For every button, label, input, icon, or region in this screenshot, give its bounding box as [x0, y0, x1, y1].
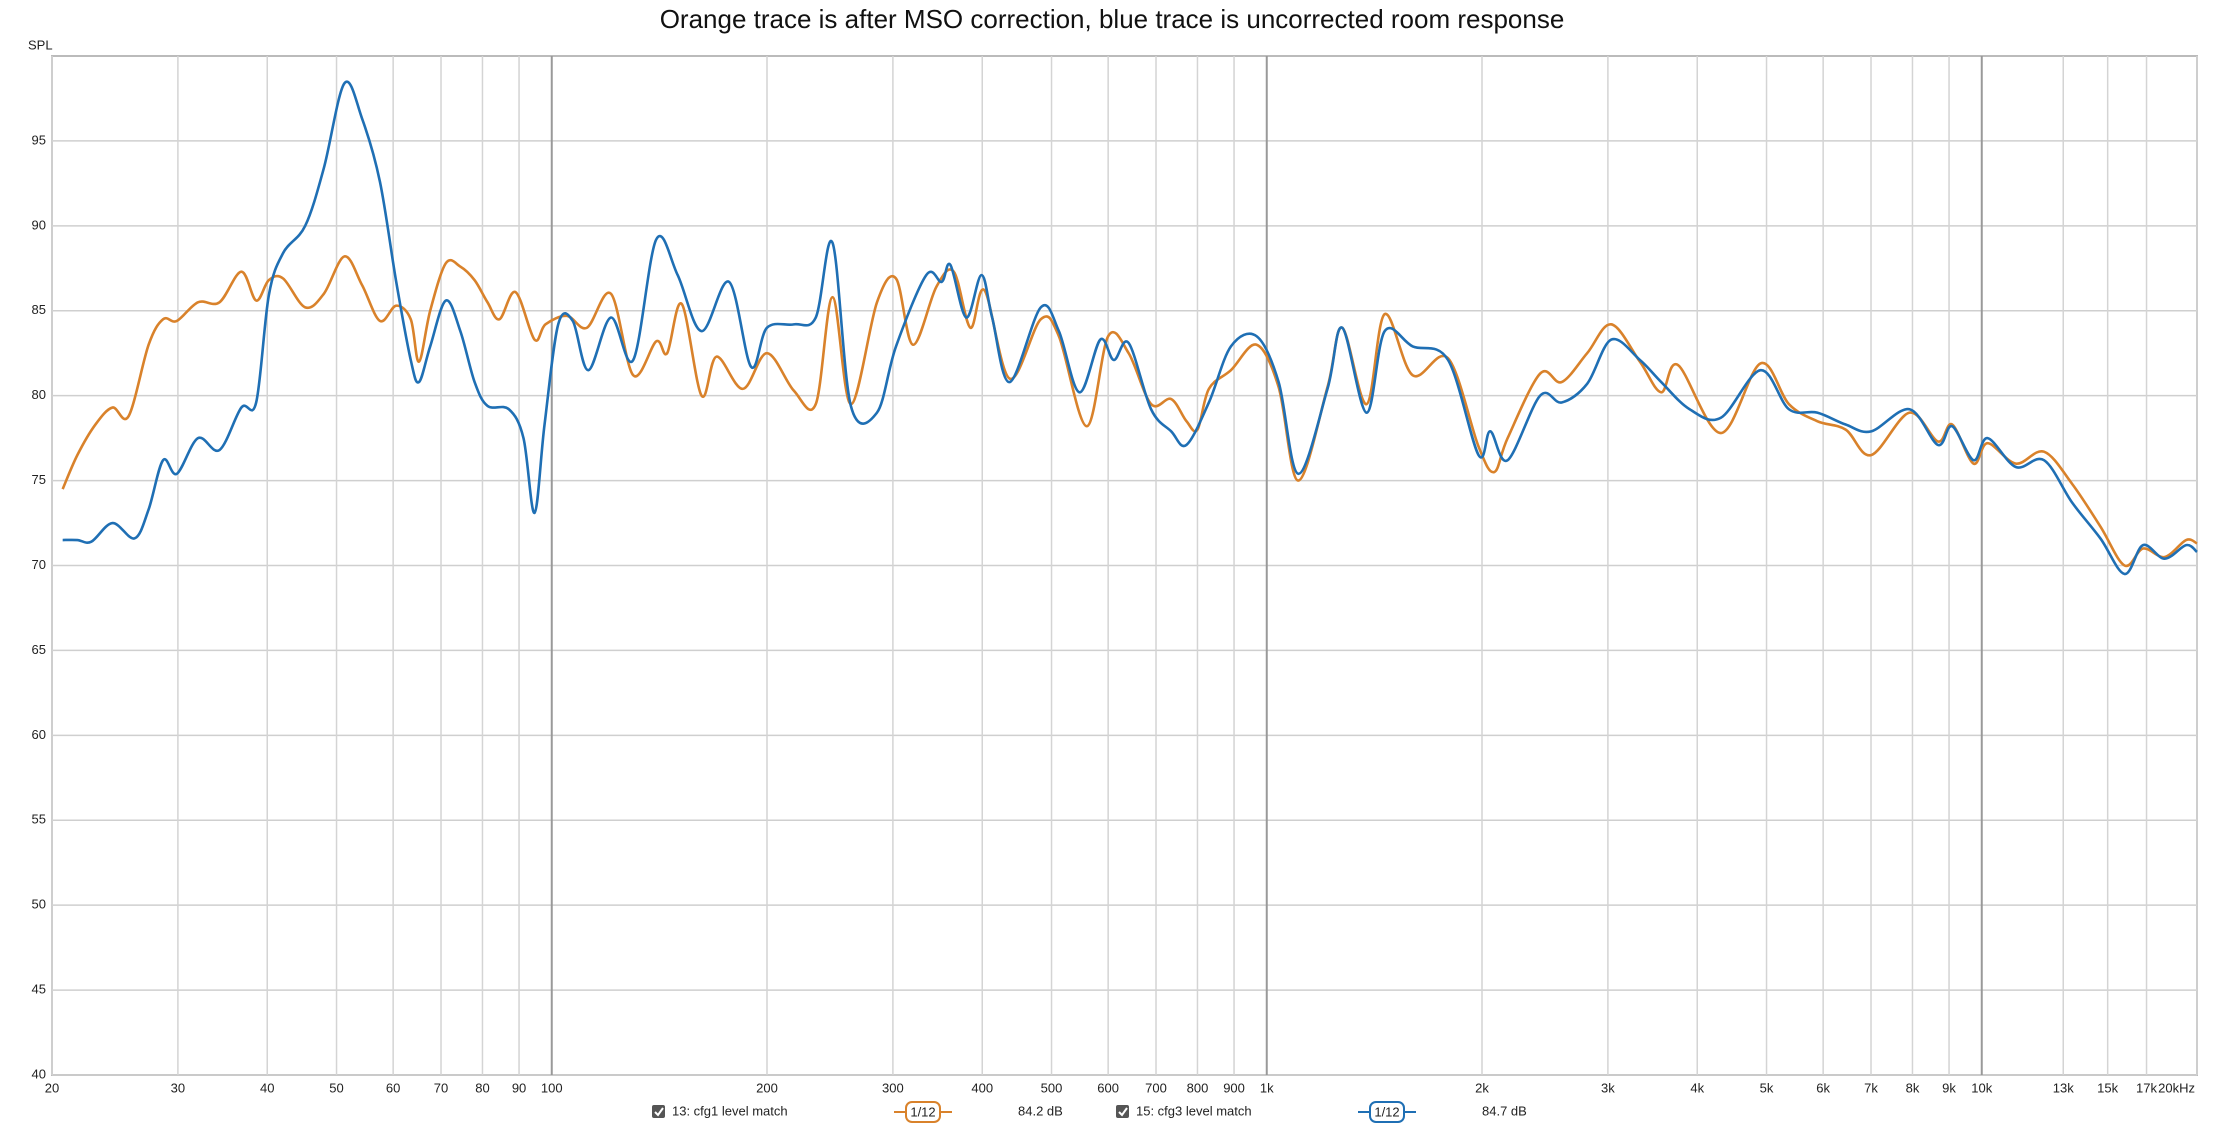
x-tick-label: 40: [260, 1080, 274, 1095]
chart-title: Orange trace is after MSO correction, bl…: [660, 4, 1565, 34]
legend-level: 84.7 dB: [1482, 1103, 1527, 1118]
legend-smoothing: 1/12: [910, 1104, 935, 1119]
x-tick-label: 600: [1097, 1080, 1119, 1095]
x-tick-label: 5k: [1760, 1080, 1774, 1095]
x-tick-label: 80: [475, 1080, 489, 1095]
y-tick-label: 40: [32, 1066, 46, 1081]
legend-smoothing-box: [1369, 1101, 1405, 1123]
x-tick-label: 3k: [1601, 1080, 1615, 1095]
x-tick-label: 900: [1223, 1080, 1245, 1095]
x-tick-label: 100: [541, 1080, 563, 1095]
y-tick-label: 50: [32, 897, 46, 912]
x-tick-label: 70: [434, 1080, 448, 1095]
legend-checkbox: [652, 1105, 665, 1118]
y-tick-label: 90: [32, 217, 46, 232]
x-tick-label: 300: [882, 1080, 904, 1095]
x-tick-label: 8k: [1906, 1080, 1920, 1095]
legend-label: 13: cfg1 level match: [672, 1103, 788, 1118]
x-tick-label: 30: [171, 1080, 185, 1095]
x-tick-label: 60: [386, 1080, 400, 1095]
y-tick-label: 85: [32, 302, 46, 317]
x-tick-label: 50: [329, 1080, 343, 1095]
y-tick-label: 80: [32, 387, 46, 402]
x-tick-label: 6k: [1816, 1080, 1830, 1095]
legend-check: [654, 1107, 664, 1117]
x-tick-label: 2k: [1475, 1080, 1489, 1095]
x-tick-label: 4k: [1690, 1080, 1704, 1095]
x-tick-label: 9k: [1942, 1080, 1956, 1095]
y-tick-label: 55: [32, 812, 46, 827]
y-axis-label: SPL: [28, 37, 53, 52]
series-line: [61, 255, 2198, 568]
x-tick-label: 90: [512, 1080, 526, 1095]
x-tick-label: 10k: [1971, 1080, 1992, 1095]
y-tick-label: 60: [32, 727, 46, 742]
y-tick-label: 45: [32, 982, 46, 997]
legend-checkbox: [1116, 1105, 1129, 1118]
x-tick-label: 700: [1145, 1080, 1167, 1095]
x-tick-label: 13k: [2053, 1080, 2074, 1095]
x-tick-label: 200: [756, 1080, 778, 1095]
y-tick-label: 95: [32, 132, 46, 147]
series-line: [62, 80, 2198, 576]
x-tick-label: 7k: [1864, 1080, 1878, 1095]
x-tick-label: 20kHz: [2158, 1080, 2195, 1095]
x-tick-label: 400: [971, 1080, 993, 1095]
x-tick-label: 17k: [2136, 1080, 2157, 1095]
legend-smoothing-box: [905, 1101, 941, 1123]
x-tick-label: 20: [45, 1080, 59, 1095]
x-tick-label: 800: [1187, 1080, 1209, 1095]
legend-level: 84.2 dB: [1018, 1103, 1063, 1118]
y-tick-label: 70: [32, 557, 46, 572]
x-tick-label: 500: [1041, 1080, 1063, 1095]
legend-smoothing: 1/12: [1374, 1104, 1399, 1119]
x-tick-label: 15k: [2097, 1080, 2118, 1095]
y-tick-label: 65: [32, 642, 46, 657]
y-tick-label: 75: [32, 472, 46, 487]
legend-check: [1118, 1107, 1128, 1117]
x-tick-label: 1k: [1260, 1080, 1274, 1095]
legend-label: 15: cfg3 level match: [1136, 1103, 1252, 1118]
